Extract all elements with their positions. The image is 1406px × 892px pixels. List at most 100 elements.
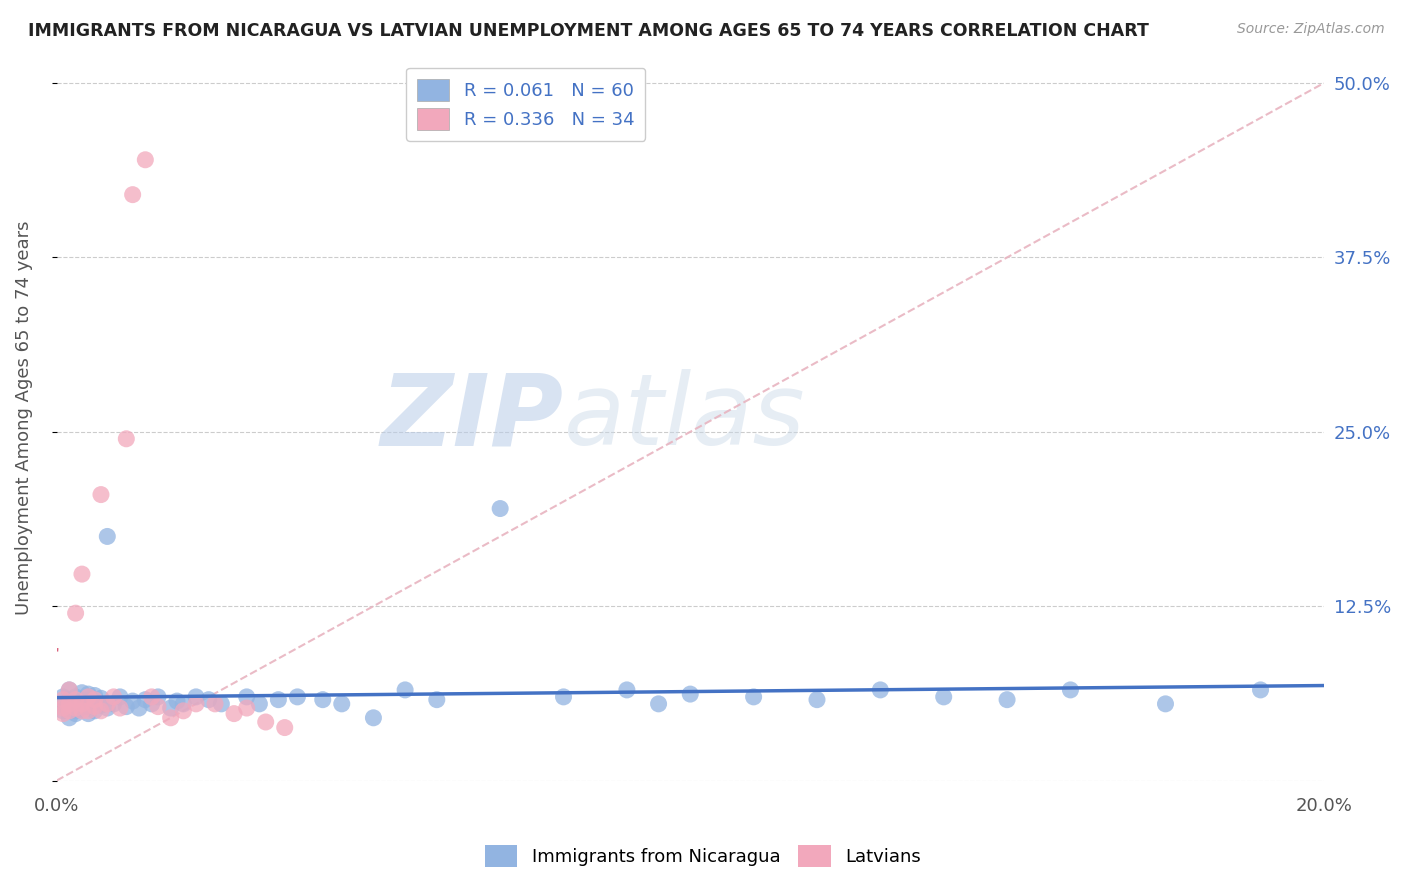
Point — [83, 692, 105, 706]
Point — [115, 699, 138, 714]
Point — [52, 690, 75, 704]
Point — [553, 690, 575, 704]
Point — [159, 701, 181, 715]
Point — [647, 697, 669, 711]
Point — [103, 690, 125, 704]
Point — [209, 697, 232, 711]
Point — [172, 697, 194, 711]
Point — [65, 701, 87, 715]
Point — [65, 706, 87, 721]
Point — [247, 697, 270, 711]
Text: Source: ZipAtlas.com: Source: ZipAtlas.com — [1237, 22, 1385, 37]
Point — [83, 696, 105, 710]
Point — [616, 682, 638, 697]
Point — [134, 153, 156, 167]
Point — [70, 686, 93, 700]
Point — [108, 701, 131, 715]
Point — [115, 432, 138, 446]
Point — [204, 697, 226, 711]
Point — [146, 699, 169, 714]
Point — [96, 697, 118, 711]
Y-axis label: Unemployment Among Ages 65 to 74 years: Unemployment Among Ages 65 to 74 years — [15, 220, 32, 615]
Point — [90, 691, 112, 706]
Point — [1250, 682, 1272, 697]
Point — [394, 682, 416, 697]
Point — [166, 694, 188, 708]
Point — [58, 697, 80, 711]
Point — [58, 682, 80, 697]
Legend: R = 0.061   N = 60, R = 0.336   N = 34: R = 0.061 N = 60, R = 0.336 N = 34 — [406, 68, 645, 141]
Point — [96, 529, 118, 543]
Point — [267, 692, 290, 706]
Point — [426, 692, 449, 706]
Point — [77, 699, 100, 714]
Point — [995, 692, 1018, 706]
Point — [83, 704, 105, 718]
Point — [58, 711, 80, 725]
Point — [222, 706, 245, 721]
Point — [90, 487, 112, 501]
Point — [65, 606, 87, 620]
Point — [141, 690, 163, 704]
Point — [65, 690, 87, 704]
Point — [121, 187, 143, 202]
Point — [108, 690, 131, 704]
Point — [58, 682, 80, 697]
Point — [121, 694, 143, 708]
Point — [254, 714, 277, 729]
Point — [58, 704, 80, 718]
Point — [134, 692, 156, 706]
Point — [146, 690, 169, 704]
Point — [65, 692, 87, 706]
Point — [52, 706, 75, 721]
Point — [90, 704, 112, 718]
Point — [235, 690, 257, 704]
Point — [52, 697, 75, 711]
Point — [287, 690, 309, 704]
Text: atlas: atlas — [564, 369, 806, 467]
Point — [184, 690, 207, 704]
Point — [90, 698, 112, 713]
Point — [274, 721, 297, 735]
Point — [52, 704, 75, 718]
Point — [235, 701, 257, 715]
Point — [70, 704, 93, 718]
Point — [184, 697, 207, 711]
Point — [77, 687, 100, 701]
Point — [1154, 697, 1177, 711]
Point — [77, 704, 100, 718]
Point — [52, 692, 75, 706]
Legend: Immigrants from Nicaragua, Latvians: Immigrants from Nicaragua, Latvians — [478, 838, 928, 874]
Point — [70, 697, 93, 711]
Point — [806, 692, 828, 706]
Point — [489, 501, 512, 516]
Point — [52, 701, 75, 715]
Point — [330, 697, 353, 711]
Point — [70, 701, 93, 715]
Text: ZIP: ZIP — [381, 369, 564, 467]
Point — [77, 706, 100, 721]
Point — [58, 692, 80, 706]
Point — [141, 697, 163, 711]
Point — [70, 567, 93, 582]
Point — [172, 704, 194, 718]
Point — [312, 692, 335, 706]
Point — [96, 701, 118, 715]
Point — [742, 690, 765, 704]
Point — [83, 689, 105, 703]
Point — [363, 711, 385, 725]
Point — [70, 694, 93, 708]
Point — [159, 711, 181, 725]
Point — [83, 699, 105, 714]
Point — [65, 697, 87, 711]
Point — [77, 692, 100, 706]
Text: IMMIGRANTS FROM NICARAGUA VS LATVIAN UNEMPLOYMENT AMONG AGES 65 TO 74 YEARS CORR: IMMIGRANTS FROM NICARAGUA VS LATVIAN UNE… — [28, 22, 1149, 40]
Point — [932, 690, 955, 704]
Point — [65, 704, 87, 718]
Point — [197, 692, 219, 706]
Point — [77, 690, 100, 704]
Point — [1059, 682, 1081, 697]
Point — [679, 687, 702, 701]
Point — [128, 701, 150, 715]
Point — [869, 682, 891, 697]
